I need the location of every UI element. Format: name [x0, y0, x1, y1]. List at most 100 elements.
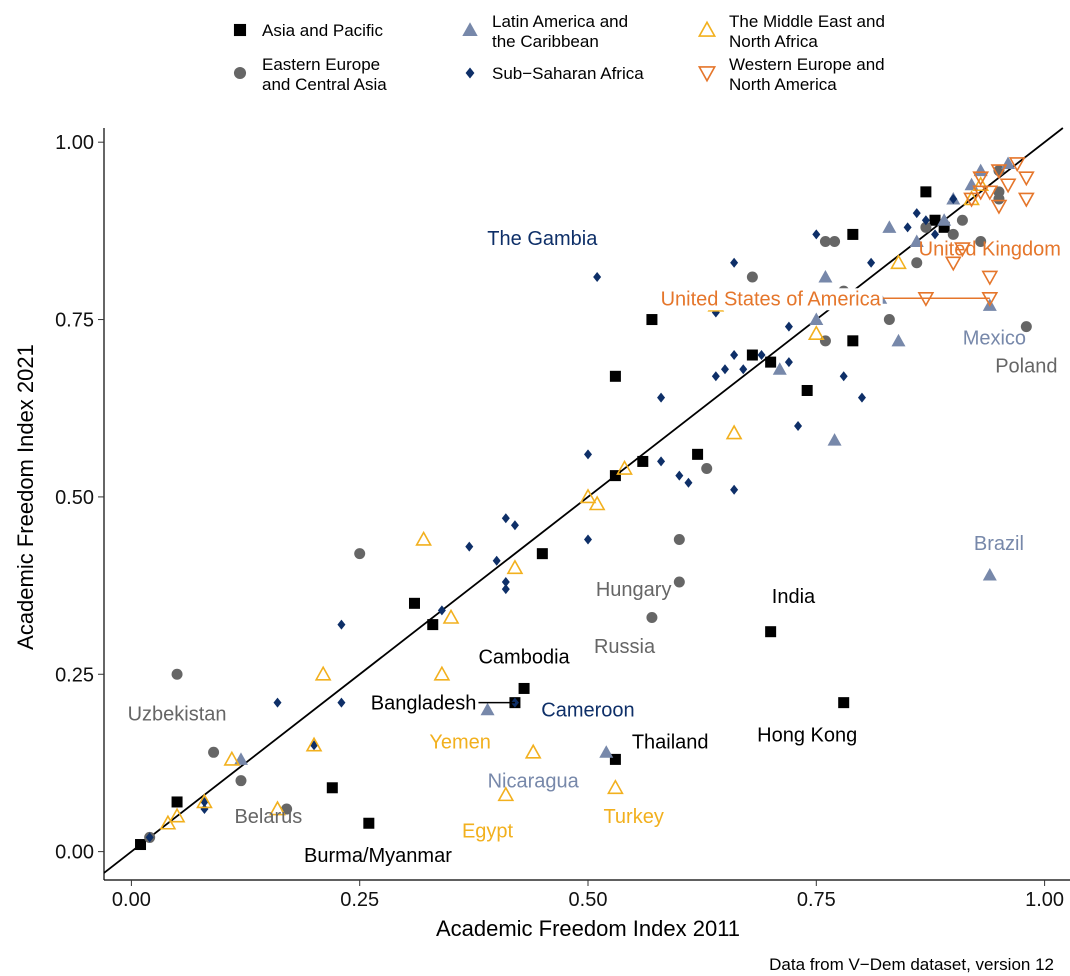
data-point: [518, 682, 530, 694]
legend-label: Latin America and the Caribbean: [492, 12, 628, 51]
data-point: [408, 597, 420, 609]
legend-label: Sub−Saharan Africa: [492, 64, 644, 83]
data-point: [609, 370, 621, 382]
data-point: [883, 314, 895, 326]
point-label: Thailand: [632, 732, 709, 754]
data-point: [975, 236, 987, 248]
data-point: [944, 256, 962, 272]
data-point: [701, 463, 713, 475]
x-tick-label: 0.75: [797, 889, 836, 911]
y-tick-label: 0.25: [55, 664, 94, 686]
data-point: [588, 495, 606, 511]
plot-area: The Gambia United Kingdom United States of…: [103, 127, 1064, 874]
legend-key-icon: [233, 23, 247, 37]
x-axis-title: Academic Freedom Index 2011: [436, 916, 740, 941]
data-point: [480, 702, 495, 716]
data-point: [794, 420, 803, 431]
data-point: [921, 215, 930, 226]
data-point: [168, 807, 186, 823]
y-tick-label: 0.50: [55, 487, 94, 509]
data-point: [510, 520, 519, 531]
legend-key-icon: [462, 22, 478, 37]
data-point: [337, 619, 346, 630]
point-label: Brazil: [974, 533, 1024, 555]
data-point: [809, 312, 824, 326]
data-point: [673, 576, 685, 588]
data-point: [819, 236, 831, 248]
data-point: [839, 371, 848, 382]
data-point: [584, 534, 592, 545]
data-point: [920, 221, 932, 233]
data-point: [354, 548, 366, 560]
point-label: Belarus: [234, 806, 302, 828]
data-point: [524, 743, 542, 759]
point-label: Turkey: [603, 806, 663, 828]
data-point: [931, 229, 940, 240]
x-tick-label: 0.25: [340, 889, 379, 911]
label-background: [658, 288, 883, 311]
point-label: Bangladesh: [371, 693, 477, 715]
data-point: [281, 803, 293, 815]
data-point: [973, 163, 988, 177]
data-point: [720, 364, 729, 375]
data-point: [637, 455, 649, 467]
data-point: [739, 364, 748, 375]
data-point: [847, 228, 859, 240]
data-point: [506, 559, 524, 575]
data-point: [746, 271, 758, 283]
data-point: [273, 697, 282, 708]
legend-key-icon: [465, 67, 475, 79]
data-point: [801, 384, 813, 396]
data-point: [772, 362, 787, 375]
data-point: [993, 193, 1005, 205]
data-point: [326, 782, 338, 794]
data-point: [684, 477, 693, 488]
data-point: [711, 371, 720, 382]
point-label: Burma/Myanmar: [304, 845, 452, 867]
data-point: [657, 456, 666, 467]
data-point: [999, 178, 1017, 194]
data-point: [593, 271, 602, 282]
data-point: [501, 513, 510, 524]
data-point: [337, 697, 346, 708]
x-tick-label: 1.00: [1025, 889, 1064, 911]
data-point: [972, 176, 990, 192]
data-point: [972, 171, 990, 187]
data-point: [949, 193, 958, 204]
x-tick-label: 0.50: [569, 889, 608, 911]
y-tick-label: 0.75: [55, 310, 94, 332]
point-label: Egypt: [462, 820, 514, 842]
point-label: Yemen: [429, 732, 491, 754]
data-point: [963, 192, 980, 208]
data-point: [314, 665, 332, 681]
data-point: [746, 349, 758, 361]
legend-key-icon: [233, 66, 247, 80]
point-label: Russia: [594, 636, 656, 658]
data-point: [305, 736, 323, 752]
data-point: [196, 793, 213, 809]
data-point: [730, 350, 739, 361]
point-label: United Kingdom: [919, 239, 1061, 261]
data-point: [812, 229, 821, 240]
data-point: [911, 257, 923, 269]
data-point: [938, 221, 950, 233]
data-point: [818, 269, 833, 283]
data-point: [838, 697, 850, 709]
data-point: [784, 357, 793, 368]
data-point: [912, 208, 921, 219]
data-point: [599, 745, 614, 758]
point-label: Uzbekistan: [128, 703, 227, 725]
data-point: [609, 753, 621, 765]
point-label: United States of America: [661, 288, 882, 310]
caption: Data from V−Dem dataset, version 12: [769, 955, 1054, 974]
data-point: [730, 257, 739, 268]
data-point: [415, 530, 432, 546]
data-point: [857, 392, 866, 403]
point-label: Mexico: [963, 327, 1026, 349]
data-point: [990, 164, 1008, 180]
data-point: [972, 185, 990, 201]
data-point: [981, 270, 999, 286]
data-point: [757, 350, 766, 361]
legend-label: Asia and Pacific: [262, 21, 383, 40]
